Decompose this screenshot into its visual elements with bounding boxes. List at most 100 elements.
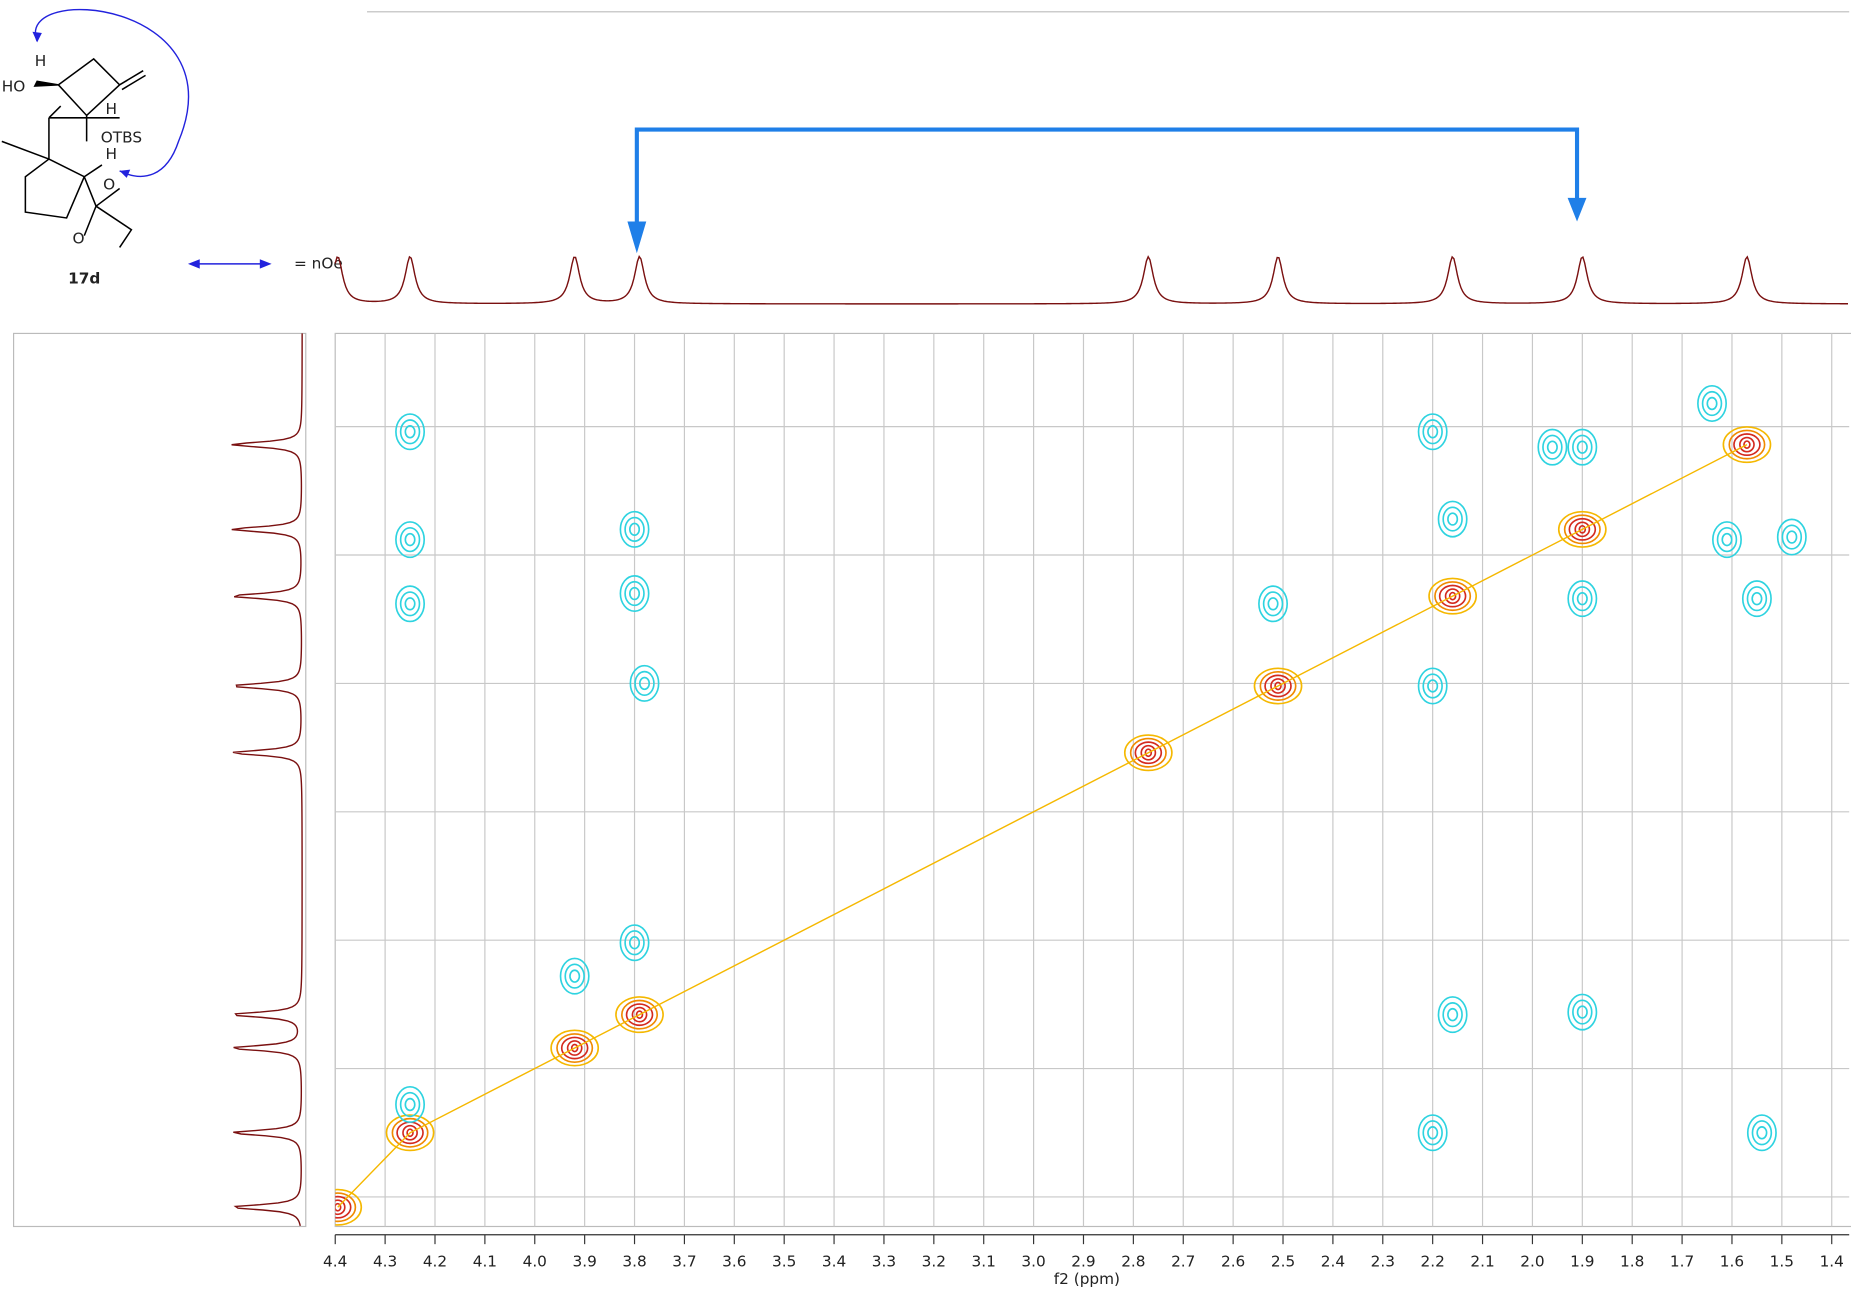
contour-ring: [404, 597, 416, 611]
plot-frame: [334, 332, 1851, 1228]
contour-ring: [1721, 532, 1733, 547]
atom-label: H: [105, 145, 117, 163]
x-tick-label: 3.8: [622, 1252, 646, 1270]
contour-ring: [1701, 390, 1723, 417]
contour-ring: [1751, 1120, 1773, 1146]
contour-ring: [1442, 506, 1463, 532]
x-tick-label: 2.6: [1221, 1252, 1245, 1270]
contour-ring: [1576, 591, 1588, 606]
negative-peak: [1567, 580, 1598, 618]
negative-peak: [619, 575, 650, 613]
contour-ring: [406, 1128, 414, 1138]
contour-ring: [1422, 673, 1443, 699]
contour-ring: [1563, 514, 1601, 545]
diagonal-ridge: [337, 443, 1748, 1208]
contour-ring: [1542, 434, 1563, 460]
contour-ring: [1258, 585, 1289, 623]
negative-peak: [1437, 500, 1468, 538]
x-tick-label: 1.6: [1720, 1252, 1744, 1270]
positive-peak: [1253, 667, 1303, 705]
negative-peak: [619, 924, 650, 962]
contour-ring: [395, 585, 426, 623]
contour-ring: [628, 936, 641, 950]
contour-ring: [550, 1029, 600, 1067]
x-tick-label: 3.5: [772, 1252, 796, 1270]
x-tick-label: 2.8: [1121, 1252, 1145, 1270]
contour-ring: [1253, 667, 1303, 705]
contour-ring: [1576, 440, 1588, 454]
legend-text: = nOe: [294, 254, 343, 272]
contour-ring: [1572, 586, 1593, 612]
contour-ring: [335, 1188, 363, 1226]
contour-ring: [631, 1006, 648, 1023]
contour-ring: [1427, 1126, 1439, 1140]
contour-ring: [395, 413, 426, 451]
x-tick-label: 2.2: [1421, 1252, 1445, 1270]
contour-ring: [335, 1195, 352, 1219]
contour-ring: [404, 425, 416, 439]
positive-peak: [550, 1029, 600, 1067]
atom-label: O: [72, 230, 84, 248]
negative-peak: [1258, 585, 1289, 623]
x-tick-label: 2.0: [1520, 1252, 1544, 1270]
contour-ring: [1434, 581, 1472, 612]
contour-ring: [1428, 577, 1478, 615]
noe-bracket: [634, 127, 1580, 230]
contour-ring: [1417, 1114, 1448, 1152]
x-tick-label: 2.9: [1071, 1252, 1095, 1270]
contour-ring: [1751, 591, 1763, 606]
contour-ring: [629, 664, 660, 702]
contour-ring: [1728, 429, 1766, 460]
contour-ring: [1746, 586, 1768, 612]
negative-peak: [395, 521, 426, 559]
contour-ring: [1567, 580, 1598, 618]
contour-ring: [404, 1097, 416, 1112]
contour-ring: [1417, 667, 1448, 705]
negative-peak: [1567, 428, 1598, 466]
contour-ring: [624, 930, 645, 956]
contour-ring: [1739, 436, 1755, 453]
negative-peak: [1537, 428, 1568, 466]
x-tick-label: 1.5: [1770, 1252, 1794, 1270]
contour-ring: [1447, 1007, 1459, 1022]
x-tick-label: 4.2: [423, 1252, 447, 1270]
contour-ring: [1733, 433, 1761, 457]
x-tick-label: 3.4: [822, 1252, 846, 1270]
contour-ring: [1697, 385, 1727, 423]
atom-label: H: [35, 52, 47, 70]
x-tick-label: 3.0: [1021, 1252, 1045, 1270]
contour-ring: [569, 969, 581, 983]
contour-ring: [1743, 440, 1751, 449]
contour-ring: [635, 1010, 644, 1020]
contour-ring: [1427, 679, 1439, 693]
contour-ring: [1568, 517, 1597, 541]
contour-ring: [399, 591, 421, 617]
negative-peak: [1741, 580, 1772, 618]
contour-ring: [1567, 993, 1598, 1031]
x-tick-label: 3.9: [572, 1252, 596, 1270]
contour-ring: [1134, 741, 1163, 765]
positive-peak: [335, 1188, 363, 1226]
contour-ring: [1557, 510, 1607, 548]
compound-label: 17d: [68, 270, 100, 288]
contour-ring: [391, 1117, 429, 1148]
positive-peak: [1123, 734, 1173, 772]
contour-ring: [1422, 419, 1443, 445]
contour-ring: [395, 1086, 426, 1124]
contour-ring: [1746, 1114, 1777, 1152]
contour-ring: [624, 516, 645, 542]
contour-ring: [1417, 413, 1448, 451]
positive-peak: [1557, 510, 1607, 548]
contour-ring: [1140, 744, 1157, 761]
x-tick-label: 2.7: [1171, 1252, 1195, 1270]
contour-ring: [404, 532, 416, 547]
contour-ring: [1786, 530, 1798, 544]
contour-ring: [399, 1091, 421, 1118]
contour-ring: [1144, 748, 1153, 758]
x-tick-label: 4.3: [373, 1252, 397, 1270]
contour-ring: [615, 996, 664, 1034]
contour-ring: [399, 527, 421, 553]
negative-peak: [1567, 993, 1598, 1031]
contour-ring: [1427, 425, 1439, 439]
